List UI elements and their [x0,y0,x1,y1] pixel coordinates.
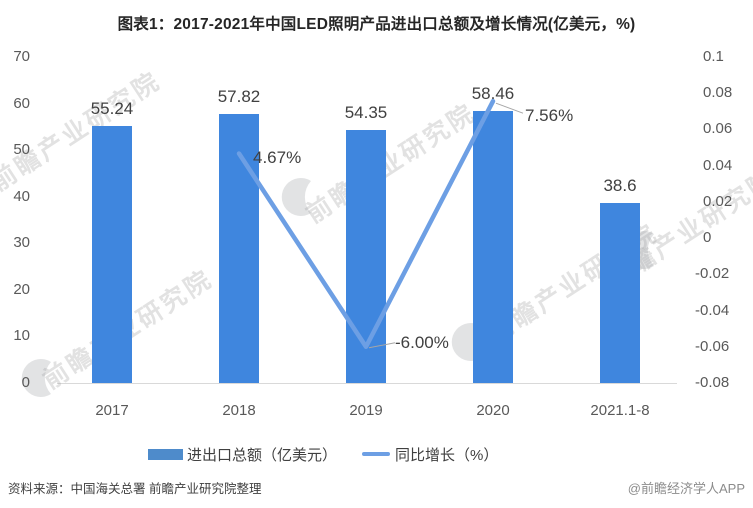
y-axis-tick-left: 20 [13,280,30,298]
bar-swatch-icon [148,448,183,460]
bar-2021.1-8 [600,203,640,383]
credit-note: @前瞻经济学人APP [627,481,745,496]
x-axis-label: 2018 [222,402,256,419]
bar-value-label: 54.35 [344,102,388,122]
y-axis-tick-left: 50 [13,141,30,159]
x-axis-label: 2019 [349,402,383,419]
legend-item-growth: 同比增长（%） [362,444,498,464]
y-axis-tick-right: -0.08 [695,374,730,391]
line-swatch-icon [362,452,390,456]
chart-title: 图表1：2017-2021年中国LED照明产品进出口总额及增长情况(亿美元，%) [117,16,636,33]
bar-2020 [473,110,513,383]
y-axis-tick-left: 40 [13,187,30,205]
watermark-text: 前瞻产业研究院 [0,66,166,197]
legend-label-growth: 同比增长（%） [395,446,499,464]
y-axis-tick-left: 0 [21,374,30,391]
growth-point-label: 4.67% [253,147,302,167]
legend-label-total: 进出口总额（亿美元） [187,446,338,464]
source-note: 资料来源：中国海关总署 前瞻产业研究院整理 [8,482,262,496]
y-axis-tick-left: 60 [13,94,30,112]
x-axis-label: 2017 [95,402,129,419]
y-axis-tick-right: -0.06 [695,337,730,355]
bar-value-label: 58.46 [471,83,515,103]
x-axis-line [57,383,677,384]
bar-2019 [346,129,386,383]
footer: 资料来源：中国海关总署 前瞻产业研究院整理 @前瞻经济学人APP [0,474,753,508]
bar-2017 [92,125,132,383]
bar-value-label: 55.24 [90,98,134,118]
y-axis-tick-left: 30 [13,234,30,252]
y-axis-tick-right: 0.1 [703,48,724,65]
y-axis-tick-right: 0.06 [703,120,733,138]
y-axis-tick-left: 70 [13,48,30,65]
y-axis-tick-left: 10 [13,327,30,345]
y-axis-tick-right: -0.04 [695,301,730,319]
y-axis-tick-right: 0.04 [703,156,733,174]
crescent-logo-icon [20,356,64,400]
bar-value-label: 38.6 [603,176,637,196]
x-axis-label: 2020 [476,402,510,419]
x-axis-label: 2021.1-8 [590,402,650,419]
plot-area: 前瞻产业研究院前瞻产业研究院前瞻产业研究院前瞻产业研究院前瞻产业研究院70605… [0,48,753,419]
legend-item-total: 进出口总额（亿美元） [148,444,337,464]
y-axis-tick-right: 0.08 [703,84,733,102]
y-axis-tick-right: 0 [703,229,712,247]
legend: 进出口总额（亿美元） 同比增长（%） [0,444,753,464]
y-axis-tick-right: 0.02 [703,192,733,210]
growth-point-label: -6.00% [395,332,449,352]
growth-point-label: 7.56% [525,106,574,126]
bar-value-label: 57.82 [217,86,261,106]
crescent-logo-icon [280,175,324,219]
y-axis-tick-right: -0.02 [695,265,730,283]
